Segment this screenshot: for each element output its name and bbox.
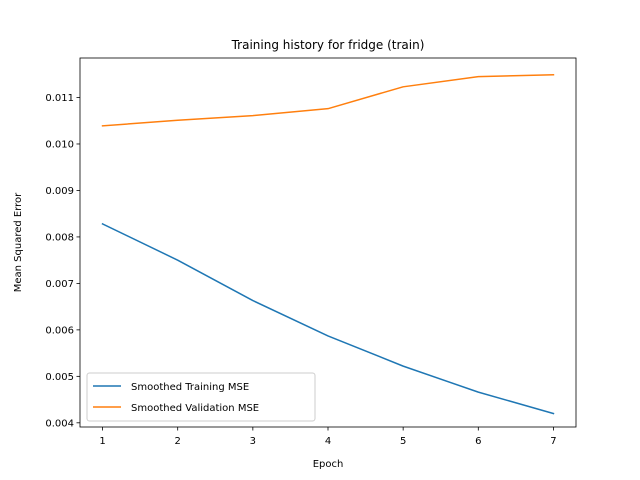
series-line-training	[101, 222, 555, 415]
chart-title: Training history for fridge (train)	[231, 38, 425, 52]
x-axis-label: Epoch	[313, 459, 344, 470]
x-tick-label: 5	[400, 436, 406, 447]
x-tick-label: 7	[550, 436, 556, 447]
x-tick-label: 3	[250, 436, 256, 447]
x-tick-label: 1	[99, 436, 105, 447]
y-tick-label: 0.009	[45, 186, 74, 197]
x-tick-label: 6	[475, 436, 481, 447]
series-lines	[101, 73, 555, 415]
y-axis-label: Mean Squared Error	[13, 192, 24, 292]
y-tick-label: 0.006	[45, 325, 74, 336]
legend-box	[86, 372, 316, 422]
y-tick-label: 0.010	[45, 140, 74, 151]
y-tick-label: 0.004	[45, 418, 74, 429]
legend: Smoothed Training MSE Smoothed Validation…	[86, 372, 316, 422]
y-tick-label: 0.007	[45, 279, 74, 290]
x-tick-label: 4	[325, 436, 331, 447]
y-tick-label: 0.008	[45, 233, 74, 244]
y-tick-label: 0.005	[45, 372, 74, 383]
legend-label: Smoothed Validation MSE	[131, 403, 259, 414]
x-tick-label: 2	[175, 436, 181, 447]
axes: 1 2 3 4 5 6 7 0.004 0.005 0.006 0.007 0.008 0.009 0.0…	[45, 57, 577, 447]
legend-label: Smoothed Training MSE	[131, 382, 249, 393]
y-tick-label: 0.011	[45, 93, 74, 104]
series-line-validation	[101, 73, 555, 127]
